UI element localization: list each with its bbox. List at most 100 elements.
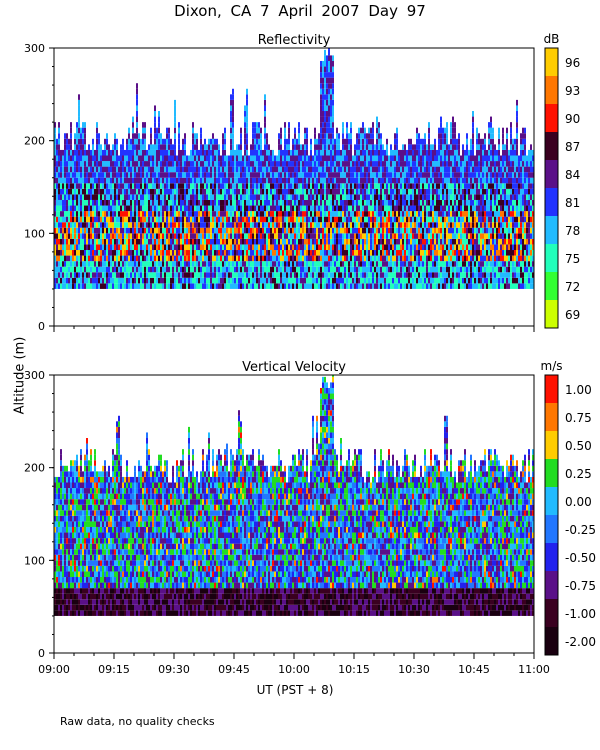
- heatmap-cell: [346, 266, 348, 273]
- heatmap-cell: [300, 177, 302, 184]
- heatmap-cell: [262, 272, 264, 278]
- heatmap-cell: [334, 138, 336, 145]
- heatmap-cell: [354, 283, 356, 289]
- heatmap-cell: [176, 283, 178, 289]
- heatmap-cell: [350, 194, 352, 200]
- heatmap-cell: [58, 283, 60, 289]
- heatmap-cell: [132, 227, 134, 234]
- heatmap-cell: [88, 216, 90, 223]
- heatmap-cell: [376, 116, 378, 123]
- heatmap-cell: [332, 266, 334, 273]
- heatmap-cell: [144, 250, 146, 256]
- heatmap-cell: [192, 250, 194, 256]
- heatmap-cell: [402, 155, 404, 162]
- heatmap-cell: [294, 155, 296, 162]
- heatmap-cell: [94, 277, 96, 284]
- heatmap-cell: [296, 211, 298, 217]
- heatmap-cell: [86, 172, 88, 178]
- heatmap-cell: [352, 255, 354, 262]
- heatmap-cell: [280, 199, 282, 206]
- heatmap-cell: [268, 211, 270, 217]
- heatmap-cell: [328, 277, 330, 284]
- heatmap-cell: [250, 183, 252, 189]
- heatmap-cell: [86, 227, 88, 234]
- heatmap-cell: [318, 216, 320, 223]
- heatmap-cell: [174, 233, 176, 239]
- heatmap-cell: [114, 133, 116, 139]
- heatmap-cell: [222, 216, 224, 223]
- heatmap-cell: [254, 227, 256, 234]
- heatmap-cell: [260, 277, 262, 284]
- heatmap-cell: [342, 222, 344, 228]
- heatmap-cell: [404, 238, 406, 245]
- heatmap-cell: [116, 138, 118, 145]
- heatmap-cell: [318, 277, 320, 284]
- heatmap-cell: [116, 205, 118, 212]
- heatmap-cell: [264, 111, 266, 117]
- heatmap-cell: [208, 227, 210, 234]
- heatmap-cell: [156, 250, 158, 256]
- heatmap-cell: [134, 227, 136, 234]
- heatmap-cell: [404, 233, 406, 239]
- heatmap-cell: [200, 244, 202, 251]
- heatmap-cell: [368, 283, 370, 289]
- heatmap-cell: [294, 255, 296, 262]
- heatmap-cell: [286, 155, 288, 162]
- heatmap-cell: [174, 255, 176, 262]
- heatmap-cell: [358, 211, 360, 217]
- heatmap-cell: [324, 205, 326, 212]
- heatmap-cell: [286, 161, 288, 167]
- heatmap-cell: [338, 255, 340, 262]
- heatmap-cell: [58, 172, 60, 178]
- heatmap-cell: [304, 172, 306, 178]
- heatmap-cell: [316, 166, 318, 173]
- heatmap-cell: [394, 166, 396, 173]
- heatmap-cell: [216, 222, 218, 228]
- heatmap-cell: [94, 161, 96, 167]
- heatmap-cell: [74, 216, 76, 223]
- heatmap-cell: [386, 227, 388, 234]
- heatmap-cell: [270, 161, 272, 167]
- heatmap-cell: [324, 105, 326, 112]
- heatmap-cell: [156, 233, 158, 239]
- heatmap-cell: [164, 199, 166, 206]
- heatmap-cell: [158, 172, 160, 178]
- heatmap-cell: [152, 238, 154, 245]
- heatmap-cell: [262, 233, 264, 239]
- heatmap-cell: [140, 261, 142, 267]
- heatmap-cell: [186, 266, 188, 273]
- heatmap-cell: [332, 188, 334, 195]
- heatmap-cell: [98, 149, 100, 156]
- heatmap-cell: [238, 222, 240, 228]
- heatmap-cell: [392, 166, 394, 173]
- heatmap-cell: [256, 238, 258, 245]
- heatmap-cell: [278, 183, 280, 189]
- heatmap-cell: [226, 238, 228, 245]
- heatmap-cell: [274, 272, 276, 278]
- heatmap-cell: [188, 222, 190, 228]
- heatmap-cell: [84, 227, 86, 234]
- heatmap-cell: [386, 277, 388, 284]
- heatmap-cell: [134, 266, 136, 273]
- heatmap-cell: [402, 244, 404, 251]
- heatmap-cell: [344, 216, 346, 223]
- heatmap-cell: [246, 266, 248, 273]
- heatmap-cell: [246, 177, 248, 184]
- heatmap-cell: [76, 205, 78, 212]
- heatmap-cell: [320, 250, 322, 256]
- heatmap-cell: [126, 199, 128, 206]
- heatmap-cell: [292, 205, 294, 212]
- heatmap-cell: [178, 149, 180, 156]
- heatmap-cell: [130, 277, 132, 284]
- heatmap-cell: [326, 138, 328, 145]
- heatmap-cell: [102, 244, 104, 251]
- heatmap-cell: [94, 238, 96, 245]
- heatmap-cell: [314, 238, 316, 245]
- heatmap-cell: [146, 188, 148, 195]
- heatmap-cell: [232, 177, 234, 184]
- heatmap-cell: [188, 155, 190, 162]
- heatmap-cell: [386, 161, 388, 167]
- heatmap-cell: [284, 211, 286, 217]
- heatmap-cell: [322, 116, 324, 123]
- heatmap-cell: [316, 188, 318, 195]
